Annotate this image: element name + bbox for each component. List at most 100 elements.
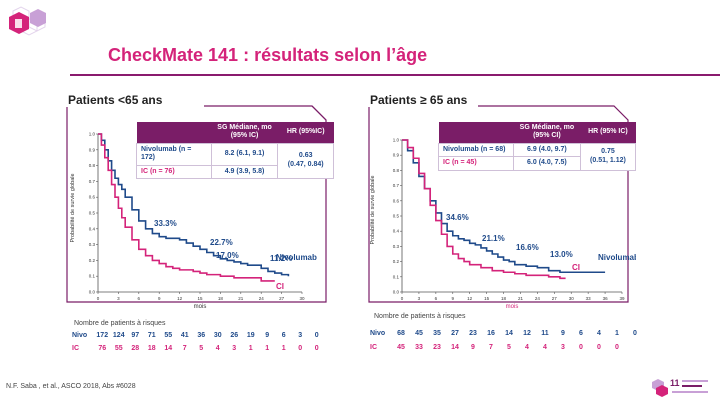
risk-cell: 1 [281, 345, 286, 352]
conference-logo [9, 6, 46, 36]
nivolumab-survival-curve [98, 133, 290, 277]
svg-text:11: 11 [670, 378, 680, 388]
risk-cell: 55 [114, 345, 123, 352]
risk-row-ic: IC 76 55 28 18 14 7 5 4 3 1 1 1 0 0 [72, 345, 325, 352]
survival-rate-annotation: 16.6% [516, 243, 539, 252]
risk-cell: 16 [487, 330, 495, 337]
survival-rate-annotation: 21.1% [482, 234, 505, 243]
survival-rate-annotation: 17.0% [216, 251, 239, 260]
x-tick-label: 9 [158, 296, 161, 301]
ic-row-label: IC (n = 45) [438, 156, 514, 171]
header-sg: SG Médiane, mo (95% IC) [211, 122, 278, 144]
x-tick-label: 30 [569, 296, 575, 301]
risk-cell: 11 [541, 330, 549, 337]
risk-cell: 14 [164, 345, 173, 352]
y-tick-label: 0.6 [393, 198, 400, 203]
risk-cell: 0 [314, 332, 319, 339]
risk-cell: 23 [433, 344, 441, 351]
risk-cell: 7 [182, 345, 187, 352]
risk-row-label: IC [72, 345, 79, 352]
nivo-row-sg: 8.2 (6.1, 9.1) [210, 142, 279, 166]
risk-cell: 3 [232, 345, 237, 352]
risk-cell: 6 [281, 332, 286, 339]
table-corner [136, 122, 212, 144]
table-corner [438, 122, 514, 144]
risk-cell: 172 [96, 332, 109, 339]
risk-row-label: Nivo [370, 330, 386, 337]
risk-row-label: Nivo [72, 332, 88, 339]
risk-cell: 9 [471, 344, 475, 351]
risk-cell: 71 [147, 332, 156, 339]
hr-ci: (0.51, 1.12) [590, 156, 626, 164]
risk-cell: 0 [615, 344, 619, 351]
survival-rate-annotation: 34.6% [446, 213, 469, 222]
y-tick-label: 0.7 [89, 179, 96, 184]
risk-cell: 76 [98, 345, 107, 352]
x-axis-label: mois [194, 304, 207, 310]
x-tick-label: 3 [117, 296, 120, 301]
nivo-row-label: Nivolumab (n = 172) [136, 142, 212, 166]
risk-cell: 35 [433, 330, 441, 337]
risk-cell: 4 [525, 344, 529, 351]
risk-cell: 9 [561, 330, 565, 337]
x-tick-label: 9 [452, 296, 455, 301]
x-tick-label: 39 [619, 296, 625, 301]
x-tick-label: 24 [259, 296, 265, 301]
x-tick-label: 15 [197, 296, 203, 301]
nivo-row-sg: 6.9 (4.0, 9.7) [512, 142, 581, 158]
y-tick-label: 0.8 [89, 163, 96, 168]
ic-row-sg: 4.9 (3.9, 5.8) [210, 164, 279, 179]
y-tick-label: 0.1 [393, 274, 400, 279]
risk-cell: 14 [451, 344, 459, 351]
stats-table: SG Médiane, mo (95% IC) HR (95%IC) Nivol… [136, 122, 334, 179]
y-tick-label: 0.4 [89, 226, 96, 231]
x-tick-label: 27 [552, 296, 558, 301]
ic-survival-curve [402, 139, 566, 280]
risk-cell: 19 [246, 332, 255, 339]
header-sg: SG Médiane, mo (95% CI) [513, 122, 581, 144]
x-tick-label: 33 [586, 296, 592, 301]
ic-row-sg: 6.0 (4.0, 7.5) [512, 156, 581, 171]
km-chart-65-plus: 0 3 6 9 12 15 18 21 24 27 30 33 36 390.00.10.20.30.40… [370, 138, 636, 311]
x-tick-label: 0 [401, 296, 404, 301]
x-axis-label: mois [506, 304, 519, 310]
risk-row-nivo: Nivo 172 124 97 71 55 41 36 30 26 19 9 6 3 0 [72, 332, 325, 339]
x-tick-label: 0 [97, 296, 100, 301]
risk-cell: 0 [298, 345, 303, 352]
hr-value: 0.63 [298, 152, 313, 160]
risk-cell: 0 [314, 345, 319, 352]
x-tick-label: 6 [138, 296, 141, 301]
nivolumab-curve-label: Nivolumab [276, 253, 317, 262]
risk-cell: 0 [597, 344, 601, 351]
header-hr: HR (95%IC) [277, 122, 334, 144]
y-tick-label: 0.9 [89, 147, 96, 152]
risk-cell: 0 [579, 344, 583, 351]
x-tick-label: 3 [418, 296, 421, 301]
risk-cell: 3 [561, 344, 565, 351]
x-tick-label: 18 [218, 296, 224, 301]
risk-cell: 33 [415, 344, 423, 351]
risk-cell: 1 [265, 345, 270, 352]
y-tick-label: 0.0 [89, 290, 96, 295]
risk-row-label: IC [370, 344, 377, 351]
slide-title: CheckMate 141 : résultats selon l’âge [108, 45, 428, 65]
risk-cell: 7 [489, 344, 493, 351]
panel-frame [66, 105, 327, 303]
hr-cell: 0.63 (0.47, 0.84) [277, 142, 334, 179]
risk-cell: 1 [615, 330, 619, 337]
risk-row-ic: IC 45 33 23 14 9 7 5 4 4 3 0 0 0 [370, 344, 626, 351]
y-tick-label: 1.0 [89, 132, 96, 137]
survival-rate-annotation: 13.0% [550, 250, 573, 259]
risk-table-title: Nombre de patients à risques [74, 320, 166, 327]
risk-cell: 97 [131, 332, 140, 339]
risk-cell: 68 [397, 330, 405, 337]
y-tick-label: 0.6 [89, 195, 96, 200]
risk-cell: 36 [197, 332, 206, 339]
ic-row-label: IC (n = 76) [136, 164, 212, 179]
risk-cell: 14 [505, 330, 513, 337]
reference-citation: N.F. Saba , et al., ASCO 2018, Abs #6028 [6, 383, 136, 390]
risk-cell: 18 [147, 345, 156, 352]
x-tick-label: 30 [299, 296, 305, 301]
risk-cell: 5 [507, 344, 511, 351]
y-tick-label: 0.5 [393, 214, 400, 219]
